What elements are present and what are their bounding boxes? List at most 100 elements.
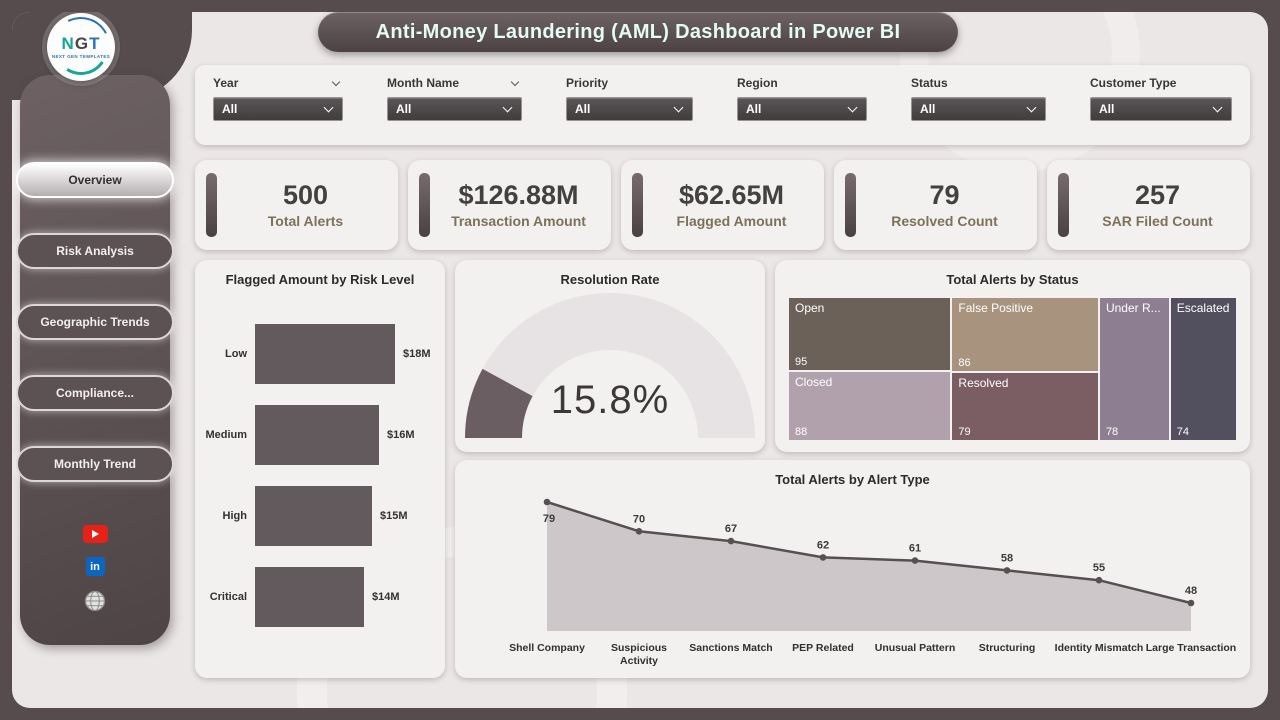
x-axis-label-pep-related: PEP Related xyxy=(792,642,854,654)
data-point-suspicious-activity[interactable] xyxy=(635,528,643,535)
treemap-tile-resolved[interactable]: Resolved 79 xyxy=(952,372,1098,440)
data-point-pep-related[interactable] xyxy=(819,554,827,561)
dropdown-selected-value: All xyxy=(920,102,936,116)
kpi-value: 257 xyxy=(1134,179,1181,210)
treemap-tile-name: Under R... xyxy=(1105,301,1161,315)
chevron-down-icon xyxy=(1026,102,1037,112)
youtube-icon[interactable] xyxy=(82,525,108,543)
chevron-down-icon xyxy=(502,102,513,112)
gauge-title: Resolution Rate xyxy=(560,272,660,287)
data-point-shell-company[interactable] xyxy=(543,498,551,506)
data-point-value-label: 55 xyxy=(1093,562,1105,574)
bar-row-low: Low $18M xyxy=(203,313,445,394)
treemap-tile-escalated[interactable]: Escalated 74 xyxy=(1170,298,1236,440)
bar-row-medium: Medium $16M xyxy=(203,394,445,475)
bar-category-label: Critical xyxy=(209,590,247,603)
filter-priority-dropdown[interactable]: All xyxy=(566,97,693,121)
sidebar-item-risk-analysis[interactable]: Risk Analysis xyxy=(16,233,174,269)
filter-label: Year xyxy=(213,76,239,90)
treemap-tile-value: 88 xyxy=(795,426,808,438)
bar-medium[interactable] xyxy=(255,404,379,465)
treemap-tile-closed[interactable]: Closed 88 xyxy=(789,372,951,440)
chevron-down-icon xyxy=(1212,102,1223,112)
social-links: in xyxy=(20,525,170,612)
chevron-down-icon[interactable] xyxy=(331,77,341,86)
treemap-chart: Open 95 Closed 88 False Positive 86 Resolved 79… xyxy=(789,298,1236,440)
kpi-value: 500 xyxy=(282,179,329,210)
logo-letter: G xyxy=(74,34,90,53)
x-axis-label-unusual-pattern: Unusual Pattern xyxy=(874,642,956,654)
gauge-card: Resolution Rate 15.8% xyxy=(455,260,765,452)
treemap-tile-value: 79 xyxy=(958,426,971,438)
data-point-unusual-pattern[interactable] xyxy=(911,557,919,564)
sidebar-item-geographic-trends[interactable]: Geographic Trends xyxy=(16,304,174,340)
filter-priority: Priority All xyxy=(566,73,693,145)
kpi-label: Flagged Amount xyxy=(676,213,787,230)
chevron-down-icon[interactable] xyxy=(510,77,520,86)
filter-month-name: Month Name All xyxy=(387,73,522,145)
kpi-sar-filed-count: 257 SAR Filed Count xyxy=(1047,160,1250,250)
filter-label-row: Customer Type xyxy=(1090,73,1232,93)
filter-bar: Year All Month Name All Priority All Region All… xyxy=(195,65,1250,145)
data-point-sanctions-match[interactable] xyxy=(727,537,735,545)
filter-label-row: Year xyxy=(213,73,343,93)
sidebar-item-compliance[interactable]: Compliance... xyxy=(16,375,174,411)
bar-value-label: $16M xyxy=(387,428,415,441)
treemap-column: Under R... 78 xyxy=(1099,298,1169,440)
bar-category-label: High xyxy=(222,509,247,522)
bar-chart-card: Flagged Amount by Risk Level Low $18M Medi… xyxy=(195,260,445,678)
sidebar-nav: Overview Risk Analysis Geographic Trends Co… xyxy=(16,75,174,482)
treemap-tile-under-r[interactable]: Under R... 78 xyxy=(1099,298,1169,440)
kpi-accent-bar xyxy=(632,173,643,237)
kpi-label: Transaction Amount xyxy=(451,213,586,230)
data-point-value-label: 70 xyxy=(633,513,645,525)
trend-line xyxy=(546,500,1192,605)
treemap-tile-name: Resolved xyxy=(958,375,1009,390)
page-title: Anti-Money Laundering (AML) Dashboard in… xyxy=(318,12,958,52)
data-point-value-label: 61 xyxy=(909,543,921,555)
data-point-identity-mismatch[interactable] xyxy=(1095,576,1103,584)
treemap-title: Total Alerts by Status xyxy=(946,272,1079,287)
sidebar-item-monthly-trend[interactable]: Monthly Trend xyxy=(16,446,174,482)
filter-status: Status All xyxy=(911,73,1046,145)
logo-subtext: NEXT GEN TEMPLATES xyxy=(51,54,111,59)
sidebar: Overview Risk Analysis Geographic Trends Co… xyxy=(16,75,174,645)
area-chart-title: Total Alerts by Alert Type xyxy=(775,472,930,487)
globe-icon[interactable] xyxy=(84,590,106,612)
chevron-down-icon xyxy=(847,102,858,112)
kpi-value: $126.88M xyxy=(458,179,579,210)
kpi-flagged-amount: $62.65M Flagged Amount xyxy=(621,160,824,250)
linkedin-icon[interactable]: in xyxy=(85,557,105,576)
area-chart: 79 70 67 62 61 58 55 48 xyxy=(543,498,1197,631)
filter-region: Region All xyxy=(737,73,867,145)
bar-category-label: Low xyxy=(225,347,247,360)
treemap-tile-name: False Positive xyxy=(958,301,1034,315)
treemap-tile-value: 95 xyxy=(795,356,808,369)
filter-status-dropdown[interactable]: All xyxy=(911,97,1046,121)
data-point-value-label: 62 xyxy=(817,539,829,551)
bar-value-label: $18M xyxy=(403,347,431,360)
bar-low[interactable] xyxy=(255,323,395,384)
bar-high[interactable] xyxy=(255,485,372,546)
data-point-large-transaction[interactable] xyxy=(1187,599,1195,607)
kpi-label: Total Alerts xyxy=(267,213,344,230)
filter-region-dropdown[interactable]: All xyxy=(737,97,867,121)
filter-customer-type-dropdown[interactable]: All xyxy=(1090,97,1232,121)
treemap-tile-false-positive[interactable]: False Positive 86 xyxy=(952,298,1098,371)
dropdown-selected-value: All xyxy=(746,102,762,116)
treemap-tile-name: Closed xyxy=(795,375,833,390)
sidebar-item-overview[interactable]: Overview xyxy=(16,162,174,198)
data-point-structuring[interactable] xyxy=(1003,567,1011,574)
filter-label-row: Status xyxy=(911,73,1046,93)
filter-label-row: Month Name xyxy=(387,73,522,93)
gauge-fill-segment xyxy=(465,368,533,438)
ngt-logo: NGT NEXT GEN TEMPLATES xyxy=(44,12,118,83)
bar-critical[interactable] xyxy=(255,566,364,627)
treemap-tile-value: 74 xyxy=(1176,426,1189,438)
filter-month-name-dropdown[interactable]: All xyxy=(387,97,522,121)
treemap-column: False Positive 86 Resolved 79 xyxy=(952,298,1098,440)
treemap-tile-open[interactable]: Open 95 xyxy=(789,298,951,371)
kpi-label: SAR Filed Count xyxy=(1102,213,1213,230)
filter-year-dropdown[interactable]: All xyxy=(213,97,343,121)
bar-row-high: High $15M xyxy=(203,475,445,556)
